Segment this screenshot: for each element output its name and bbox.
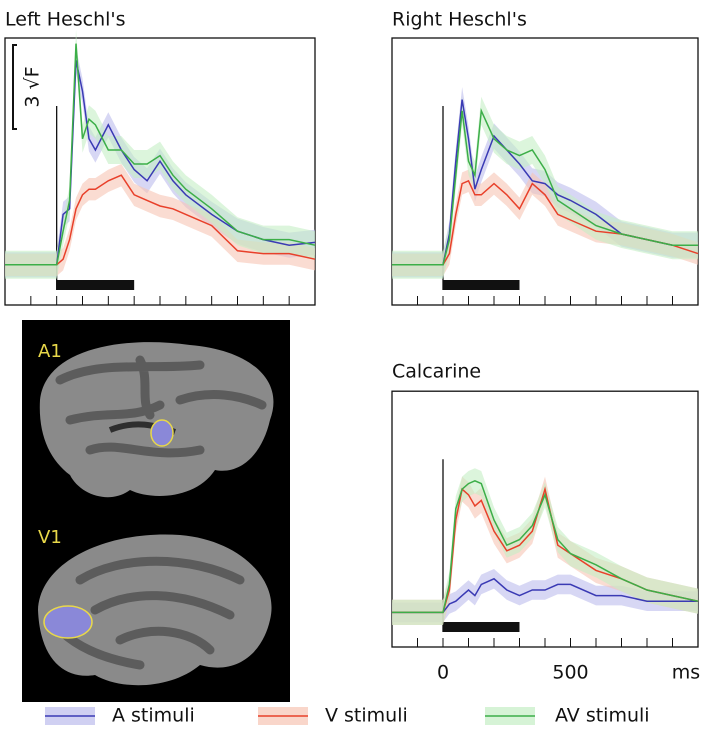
scale-bar xyxy=(12,44,17,130)
x-axis-label: ms xyxy=(672,662,700,684)
error-band xyxy=(392,468,698,625)
series-line xyxy=(392,107,698,266)
brain-sulci xyxy=(55,556,245,670)
x-tick-label: 500 xyxy=(552,662,588,684)
scale-bar-label: 3 √F xyxy=(22,66,44,107)
v1-region xyxy=(43,605,93,639)
error-band xyxy=(392,569,698,623)
error-band xyxy=(5,29,315,279)
chart-title: Right Heschl's xyxy=(392,9,527,31)
series-line xyxy=(5,43,316,266)
chart-title: Calcarine xyxy=(392,361,481,383)
legend-label: V stimuli xyxy=(325,705,408,727)
brain-sulci xyxy=(55,355,267,458)
legend-label: AV stimuli xyxy=(555,705,650,727)
chart-title: Left Heschl's xyxy=(5,9,126,31)
stimulus-bar xyxy=(56,280,135,290)
error-band xyxy=(5,164,315,276)
stimulus-bar xyxy=(443,622,520,632)
x-tick-label: 0 xyxy=(437,662,449,684)
legend-label: A stimuli xyxy=(112,705,195,727)
brain-lateral xyxy=(39,342,274,498)
a1-region xyxy=(150,419,174,447)
brain-panel: A1 V1 xyxy=(22,320,290,702)
region-label: V1 xyxy=(38,527,62,548)
series-line xyxy=(392,479,699,614)
region-label: A1 xyxy=(38,341,62,362)
stimulus-bar xyxy=(443,280,520,290)
